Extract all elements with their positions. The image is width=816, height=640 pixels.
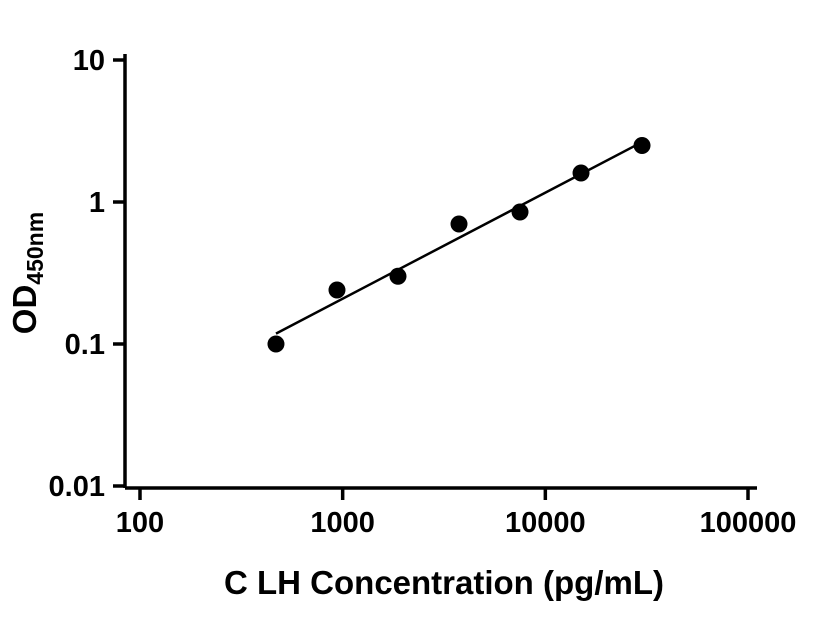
y-tick-label: 10 <box>73 45 105 77</box>
y-axis-title-main: OD <box>6 285 43 335</box>
data-point <box>511 203 529 221</box>
data-point <box>633 136 651 154</box>
data-point <box>572 164 590 182</box>
y-axis-title: OD450nm <box>6 212 48 334</box>
x-tick-label: 100000 <box>700 507 797 539</box>
x-tick-label: 100 <box>116 507 164 539</box>
y-tick-label: 0.01 <box>49 471 105 503</box>
data-point <box>267 335 285 353</box>
x-tick-label: 10000 <box>505 507 586 539</box>
data-point <box>389 267 407 285</box>
y-axis-title-subscript: 450nm <box>22 212 48 285</box>
x-axis-title: C LH Concentration (pg/mL) <box>224 564 664 601</box>
y-tick-label: 0.1 <box>65 329 105 361</box>
chart-dynamic-layer: 100 1000 10000 100000 10 1 0.1 0.01 <box>49 45 797 539</box>
data-point <box>328 281 346 299</box>
y-tick-label: 1 <box>89 187 105 219</box>
data-point <box>450 215 468 233</box>
x-tick-label: 1000 <box>310 507 375 539</box>
